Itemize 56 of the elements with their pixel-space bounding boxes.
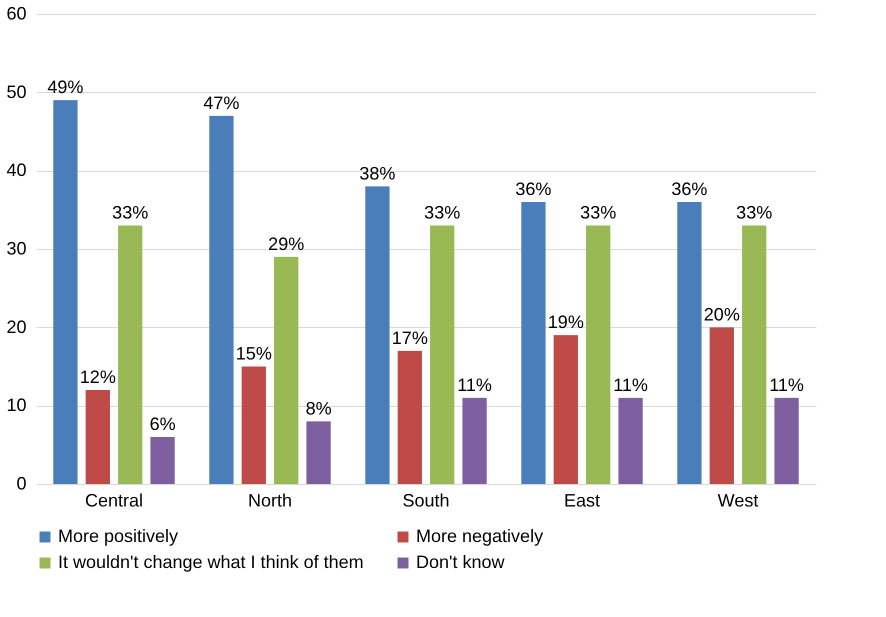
bar bbox=[742, 226, 766, 484]
bar bbox=[462, 398, 487, 484]
data-label: 47% bbox=[203, 92, 240, 113]
data-label: 33% bbox=[112, 202, 148, 222]
bar bbox=[242, 366, 266, 484]
x-tick-label: Central bbox=[84, 490, 144, 510]
data-label: 11% bbox=[613, 374, 648, 395]
bar bbox=[398, 350, 422, 484]
y-tick-label: 10 bbox=[6, 395, 26, 416]
bar bbox=[677, 202, 702, 484]
data-label: 11% bbox=[769, 374, 804, 395]
data-label: 36% bbox=[515, 179, 552, 199]
x-tick-label: South bbox=[402, 490, 450, 510]
data-label: 49% bbox=[47, 77, 84, 98]
data-label: 11% bbox=[457, 374, 492, 395]
bar bbox=[306, 421, 331, 484]
x-tick-label: West bbox=[718, 490, 758, 510]
data-label: 15% bbox=[236, 344, 272, 364]
data-label: 12% bbox=[80, 367, 116, 387]
data-label: 6% bbox=[150, 414, 176, 434]
data-label: 17% bbox=[392, 328, 428, 348]
data-label: 33% bbox=[424, 202, 460, 222]
y-tick-label: 0 bbox=[16, 474, 26, 494]
bar bbox=[53, 100, 78, 484]
bar bbox=[209, 116, 234, 484]
y-tick-label: 20 bbox=[6, 316, 26, 337]
legend-label: Don't know bbox=[416, 552, 506, 572]
data-label: 33% bbox=[736, 202, 772, 222]
x-tick-label: East bbox=[564, 490, 600, 510]
data-label: 29% bbox=[268, 234, 304, 254]
y-tick-label: 60 bbox=[6, 4, 26, 24]
bar bbox=[586, 226, 610, 484]
bar bbox=[365, 186, 390, 484]
bar bbox=[710, 327, 734, 484]
data-label: 33% bbox=[580, 202, 616, 222]
x-tick-label: North bbox=[248, 490, 292, 510]
legend-label: It wouldn't change what I think of them bbox=[58, 552, 364, 572]
bar bbox=[618, 398, 643, 484]
data-label: 19% bbox=[548, 312, 584, 332]
y-tick-label: 50 bbox=[6, 82, 26, 102]
legend-label: More positively bbox=[58, 526, 178, 546]
bar bbox=[430, 226, 454, 484]
legend-label: More negatively bbox=[416, 526, 544, 546]
bar bbox=[554, 335, 578, 484]
bar bbox=[86, 390, 110, 484]
data-label: 20% bbox=[704, 304, 740, 324]
y-tick-label: 30 bbox=[6, 238, 26, 258]
bar bbox=[118, 226, 142, 484]
bar bbox=[521, 202, 546, 484]
y-tick-label: 40 bbox=[6, 160, 26, 180]
bar bbox=[774, 398, 799, 484]
data-label: 38% bbox=[359, 163, 396, 184]
data-label: 8% bbox=[306, 398, 332, 418]
bar bbox=[150, 437, 175, 484]
data-label: 36% bbox=[671, 179, 708, 199]
bar bbox=[274, 256, 298, 484]
